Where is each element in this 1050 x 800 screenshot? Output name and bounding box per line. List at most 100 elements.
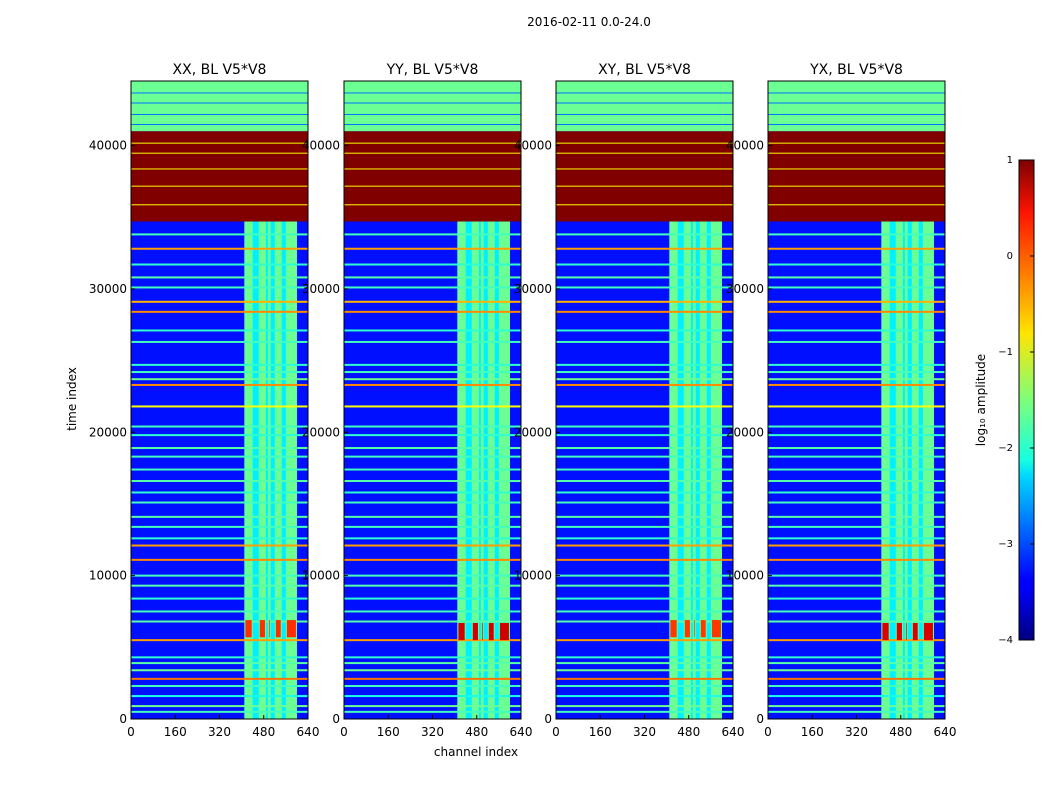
time-line <box>768 455 945 458</box>
time-line <box>344 276 521 279</box>
time-line <box>768 300 945 303</box>
x-tick-label: 640 <box>510 725 533 739</box>
time-line <box>556 537 733 540</box>
high-band-line <box>131 102 308 104</box>
time-line <box>556 371 733 374</box>
time-line <box>768 233 945 236</box>
time-line <box>131 685 308 688</box>
high-band-line <box>344 102 521 104</box>
time-line <box>768 480 945 483</box>
time-line <box>131 537 308 540</box>
time-line <box>556 286 733 289</box>
colorbar-tick-label: −1 <box>998 347 1013 358</box>
time-line <box>556 455 733 458</box>
time-line <box>556 340 733 343</box>
flagged-line <box>768 204 945 206</box>
time-line <box>131 405 308 408</box>
high-band <box>556 81 733 132</box>
x-tick-label: 160 <box>801 725 824 739</box>
time-line <box>768 363 945 366</box>
time-line <box>768 501 945 504</box>
flagged-line <box>344 168 521 170</box>
time-line <box>344 620 521 623</box>
time-line <box>556 425 733 428</box>
high-band-line <box>131 124 308 126</box>
time-line <box>768 425 945 428</box>
time-line <box>131 515 308 518</box>
burst-mark <box>905 622 907 641</box>
y-tick-label: 10000 <box>726 569 764 583</box>
x-tick-label: 320 <box>633 725 656 739</box>
time-line <box>556 597 733 600</box>
time-line <box>556 525 733 528</box>
time-line <box>556 685 733 688</box>
time-line <box>556 574 733 577</box>
time-line <box>556 378 733 381</box>
y-tick-label: 20000 <box>302 425 340 439</box>
panel-title: XX, BL V5*V8 <box>173 62 267 78</box>
time-line <box>344 371 521 374</box>
time-line <box>131 491 308 494</box>
panel-title: XY, BL V5*V8 <box>598 62 691 78</box>
flagged-block <box>556 131 733 222</box>
time-line <box>344 310 521 313</box>
time-line <box>556 656 733 659</box>
time-line <box>131 286 308 289</box>
burst-mark <box>700 620 706 638</box>
time-line <box>131 276 308 279</box>
time-line <box>344 558 521 561</box>
time-line <box>768 695 945 698</box>
time-line <box>131 662 308 665</box>
time-line <box>768 491 945 494</box>
time-line <box>556 705 733 708</box>
x-tick-label: 640 <box>722 725 745 739</box>
burst-mark <box>458 622 465 641</box>
flagged-line <box>344 142 521 144</box>
time-line <box>768 247 945 250</box>
flagged-line <box>131 142 308 144</box>
time-line <box>556 639 733 642</box>
time-line <box>131 247 308 250</box>
burst-mark <box>481 622 483 641</box>
time-line <box>131 525 308 528</box>
time-line <box>131 233 308 236</box>
x-tick-label: 640 <box>934 725 957 739</box>
time-line <box>344 544 521 547</box>
time-line <box>131 468 308 471</box>
y-tick-label: 20000 <box>89 425 127 439</box>
time-line <box>131 310 308 313</box>
time-line <box>556 447 733 450</box>
time-line <box>131 447 308 450</box>
time-line <box>768 669 945 672</box>
time-line <box>131 501 308 504</box>
x-tick-label: 160 <box>164 725 187 739</box>
time-line <box>131 677 308 680</box>
time-line <box>556 558 733 561</box>
time-line <box>344 677 521 680</box>
high-band <box>768 81 945 132</box>
colorbar-tick-label: −3 <box>998 539 1013 550</box>
time-line <box>131 378 308 381</box>
time-line <box>768 525 945 528</box>
burst-mark <box>245 620 252 638</box>
time-line <box>344 425 521 428</box>
y-tick-label: 30000 <box>514 282 552 296</box>
time-line <box>768 329 945 332</box>
time-line <box>556 677 733 680</box>
burst-mark <box>923 622 933 641</box>
high-band-line <box>768 92 945 94</box>
time-line <box>131 263 308 266</box>
panel-2: XY, BL V5*V8 0 160 320 480 640 0 10000 20000 3000… <box>514 62 745 739</box>
x-tick-label: 640 <box>297 725 320 739</box>
colorbar-label: log₁₀ amplitude <box>974 354 988 446</box>
time-line <box>344 525 521 528</box>
flagged-line <box>131 185 308 187</box>
figure-suptitle: 2016-02-11 0.0-24.0 <box>527 15 651 29</box>
time-line <box>768 340 945 343</box>
time-line <box>344 710 521 713</box>
x-tick-label: 320 <box>208 725 231 739</box>
flagged-block <box>344 131 521 222</box>
time-line <box>344 329 521 332</box>
time-line <box>131 544 308 547</box>
time-line <box>131 300 308 303</box>
